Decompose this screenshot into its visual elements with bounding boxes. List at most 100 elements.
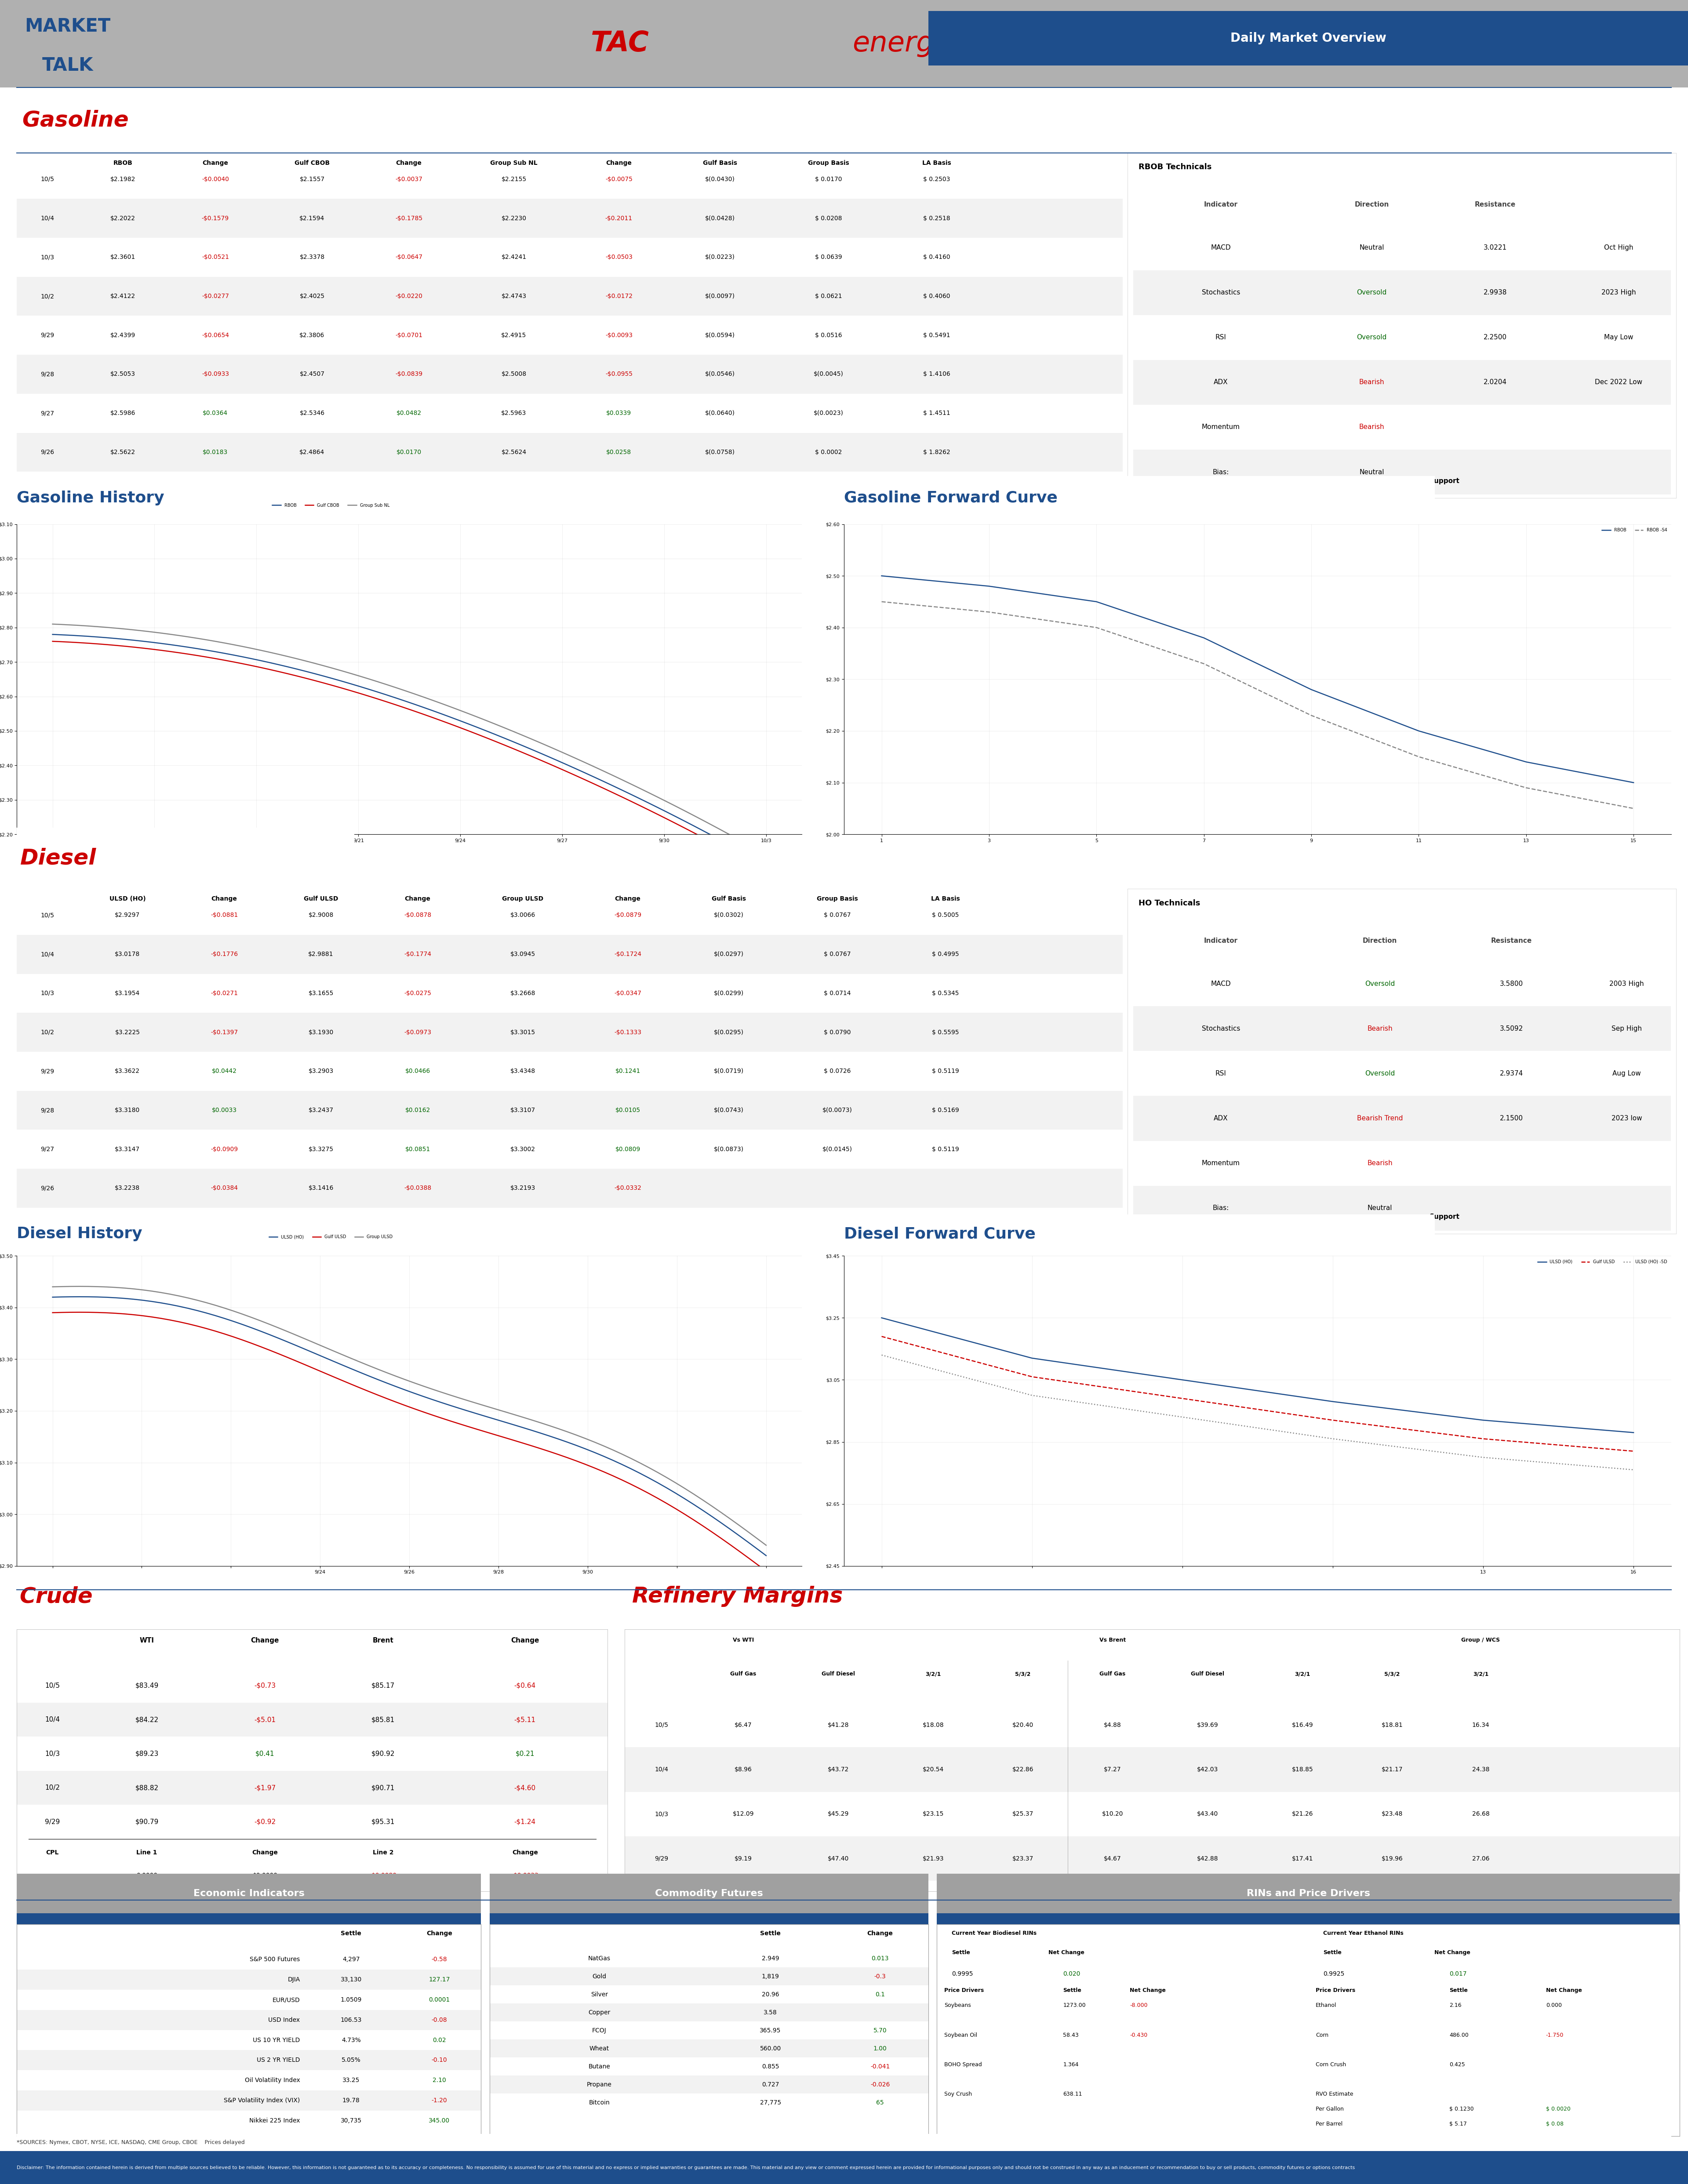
Bar bbox=[17, 895, 1123, 935]
ULSD (HO) -5D bbox=[1323, 1426, 1344, 1452]
Text: Diesel History: Diesel History bbox=[17, 1227, 142, 1241]
ULSD (HO) bbox=[368, 1367, 388, 1393]
Text: Nikkei 225 Index: Nikkei 225 Index bbox=[250, 2118, 300, 2123]
Text: $2.3806: $2.3806 bbox=[299, 332, 324, 339]
Text: 30,735: 30,735 bbox=[341, 2118, 361, 2123]
Group Sub NL bbox=[468, 703, 488, 729]
Text: -$0.0503: -$0.0503 bbox=[606, 253, 633, 260]
Gulf ULSD bbox=[871, 1324, 891, 1350]
Text: -$0.0332: -$0.0332 bbox=[614, 1186, 641, 1190]
Text: -$0.1333: -$0.1333 bbox=[614, 1029, 641, 1035]
Text: $0.1241: $0.1241 bbox=[614, 1068, 640, 1075]
Text: -0.026: -0.026 bbox=[871, 2081, 890, 2088]
Bar bbox=[490, 1968, 928, 1985]
Text: -0.10: -0.10 bbox=[432, 2057, 447, 2064]
Text: $16.49: $16.49 bbox=[1291, 1721, 1313, 1728]
Text: 5.05%: 5.05% bbox=[341, 2057, 361, 2064]
Text: $3.3015: $3.3015 bbox=[510, 1029, 535, 1035]
Text: 9/28: 9/28 bbox=[41, 371, 54, 378]
Text: 27,775: 27,775 bbox=[760, 2099, 782, 2105]
Group Sub NL bbox=[42, 612, 62, 638]
Text: 27.06: 27.06 bbox=[1472, 1856, 1489, 1861]
Group Sub NL bbox=[503, 719, 523, 745]
Text: Change: Change bbox=[606, 159, 631, 166]
Text: $10.20: $10.20 bbox=[1102, 1811, 1123, 1817]
Text: Propane: Propane bbox=[587, 2081, 611, 2088]
Text: $(0.0295): $(0.0295) bbox=[714, 1029, 744, 1035]
ULSD (HO) bbox=[684, 1492, 704, 1518]
Text: -$0.0654: -$0.0654 bbox=[201, 332, 230, 339]
Text: $22.86: $22.86 bbox=[1013, 1767, 1033, 1773]
Text: 33.25: 33.25 bbox=[343, 2077, 360, 2084]
RBOB bbox=[756, 852, 776, 878]
Text: Gulf Basis: Gulf Basis bbox=[712, 895, 746, 902]
Text: Per Barrel: Per Barrel bbox=[1315, 2121, 1342, 2127]
Text: 106.53: 106.53 bbox=[341, 2016, 361, 2022]
Text: 9/26: 9/26 bbox=[41, 1186, 54, 1190]
Text: $42.03: $42.03 bbox=[1197, 1767, 1219, 1773]
Text: 0.013: 0.013 bbox=[871, 1955, 890, 1961]
Text: MARKET: MARKET bbox=[25, 17, 110, 35]
Text: 65: 65 bbox=[876, 2099, 885, 2105]
Text: $2.3601: $2.3601 bbox=[110, 253, 135, 260]
Text: $2.4122: $2.4122 bbox=[110, 293, 135, 299]
RBOB bbox=[1408, 719, 1428, 745]
Text: Bias:: Bias: bbox=[1212, 1206, 1229, 1212]
Text: -$0.73: -$0.73 bbox=[255, 1682, 275, 1688]
Text: $0.0170: $0.0170 bbox=[397, 450, 422, 454]
Text: 16.34: 16.34 bbox=[1472, 1721, 1489, 1728]
Bar bbox=[1133, 961, 1671, 1007]
Line: Group ULSD: Group ULSD bbox=[52, 1286, 766, 1546]
Text: $(0.0023): $(0.0023) bbox=[814, 411, 844, 417]
Bar bbox=[17, 1704, 608, 1736]
Text: Bearish: Bearish bbox=[1367, 1160, 1393, 1166]
Text: -1.20: -1.20 bbox=[432, 2097, 447, 2103]
Text: $45.29: $45.29 bbox=[827, 1811, 849, 1817]
Text: $42.88: $42.88 bbox=[1197, 1856, 1219, 1861]
Text: Group Sub NL: Group Sub NL bbox=[490, 159, 537, 166]
Text: -$0.0080: -$0.0080 bbox=[370, 1872, 397, 1878]
ULSD (HO) bbox=[756, 1542, 776, 1568]
Text: $20.40: $20.40 bbox=[1013, 1721, 1033, 1728]
Text: 9/29: 9/29 bbox=[41, 332, 54, 339]
Text: $90.92: $90.92 bbox=[371, 1749, 395, 1758]
Text: Dec 2022 Low: Dec 2022 Low bbox=[1595, 380, 1642, 387]
Bar bbox=[1133, 1051, 1671, 1096]
Gulf CBOB bbox=[675, 815, 695, 841]
Text: Soybean Oil: Soybean Oil bbox=[944, 2031, 977, 2038]
Text: -$0.1724: -$0.1724 bbox=[614, 952, 641, 957]
Gulf ULSD bbox=[538, 1439, 559, 1465]
Text: $2.9881: $2.9881 bbox=[309, 952, 334, 957]
Text: 10/2: 10/2 bbox=[41, 293, 54, 299]
Text: $(0.0594): $(0.0594) bbox=[706, 332, 734, 339]
Text: 10/3: 10/3 bbox=[41, 253, 54, 260]
Bar bbox=[490, 2094, 928, 2112]
Text: $0.0258: $0.0258 bbox=[606, 450, 631, 454]
Text: $2.3378: $2.3378 bbox=[299, 253, 324, 260]
Text: 3.5800: 3.5800 bbox=[1501, 981, 1523, 987]
Text: $0.0809: $0.0809 bbox=[614, 1147, 640, 1153]
Text: RBOB: RBOB bbox=[113, 159, 133, 166]
RBOB -S4 bbox=[1193, 651, 1214, 677]
Text: -$0.0275: -$0.0275 bbox=[403, 989, 430, 996]
Text: 0.0001: 0.0001 bbox=[429, 1996, 451, 2003]
Text: 20.96: 20.96 bbox=[761, 1992, 780, 1998]
Text: $21.26: $21.26 bbox=[1291, 1811, 1313, 1817]
Text: $6.47: $6.47 bbox=[734, 1721, 751, 1728]
Text: -$1.24: -$1.24 bbox=[515, 1819, 535, 1826]
Text: $2.5622: $2.5622 bbox=[110, 450, 135, 454]
Text: $3.2238: $3.2238 bbox=[115, 1186, 140, 1190]
Text: 2.9374: 2.9374 bbox=[1501, 1070, 1523, 1077]
Bar bbox=[1133, 314, 1671, 360]
RBOB -S4 bbox=[1624, 795, 1644, 821]
Bar bbox=[17, 1990, 481, 2009]
Text: S&P 500 Futures: S&P 500 Futures bbox=[250, 1957, 300, 1963]
Text: $ 0.5491: $ 0.5491 bbox=[923, 332, 950, 339]
Text: Vs Brent: Vs Brent bbox=[1099, 1638, 1126, 1642]
Text: -$0.0388: -$0.0388 bbox=[403, 1186, 432, 1190]
Text: $19.96: $19.96 bbox=[1381, 1856, 1403, 1861]
Text: $2.9297: $2.9297 bbox=[115, 913, 140, 917]
Text: Gulf Diesel: Gulf Diesel bbox=[1190, 1671, 1224, 1677]
Text: Line 2: Line 2 bbox=[373, 1850, 393, 1856]
Text: 0.0000: 0.0000 bbox=[137, 1872, 157, 1878]
